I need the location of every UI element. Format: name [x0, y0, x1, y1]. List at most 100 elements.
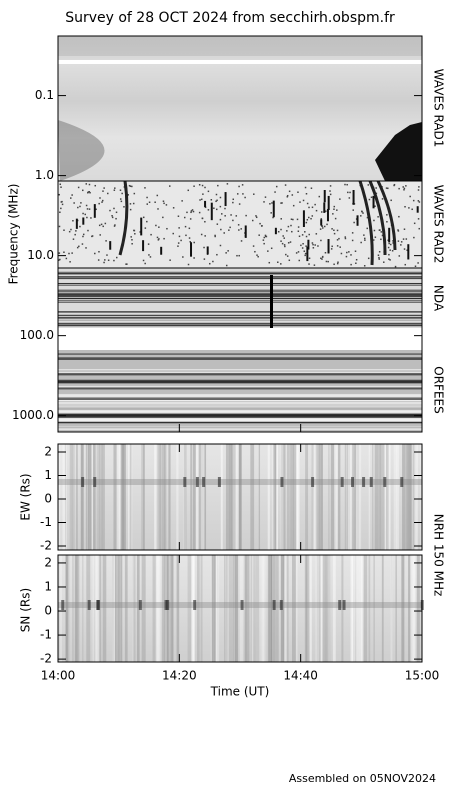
speckle — [199, 199, 201, 201]
nrh-stripe — [260, 555, 264, 662]
y-axis-title: EW (Rs) — [19, 473, 33, 520]
burst-streak — [244, 225, 247, 238]
speckle — [178, 227, 180, 229]
nrh-stripe — [251, 555, 256, 662]
speckle — [146, 196, 148, 199]
nrh-blob — [351, 477, 355, 487]
speckle — [241, 184, 244, 186]
speckle — [397, 229, 399, 231]
speckle — [148, 254, 150, 256]
speckle — [351, 239, 354, 242]
orfees-line — [58, 387, 422, 390]
speckle — [282, 235, 284, 237]
speckle — [323, 225, 326, 228]
speckle — [259, 222, 261, 225]
nrh-stripe — [421, 444, 426, 550]
nrh-stripe — [70, 444, 72, 550]
speckle — [275, 185, 278, 188]
nda-line — [58, 278, 422, 280]
nrh-stripe — [124, 555, 128, 662]
speckle — [105, 240, 107, 242]
speckle — [114, 224, 116, 226]
nrh-stripe — [267, 444, 270, 550]
nrh-blob — [195, 477, 199, 487]
band — [58, 36, 422, 56]
nrh-stripe — [344, 444, 347, 550]
burst-streak — [274, 227, 277, 235]
speckle — [154, 201, 156, 203]
nrh-stripe — [315, 444, 318, 550]
nrh-stripe — [113, 444, 117, 550]
nrh-stripe — [225, 555, 229, 662]
burst-streak — [323, 202, 326, 213]
speckle — [331, 228, 333, 230]
speckle — [338, 237, 340, 240]
speckle — [380, 231, 383, 233]
nrh-stripe — [374, 444, 379, 550]
nrh-stripe — [132, 555, 136, 662]
speckle — [203, 258, 206, 260]
speckle — [299, 201, 301, 203]
speckle — [263, 201, 265, 203]
speckle — [74, 233, 76, 236]
nrh-stripe — [60, 555, 62, 662]
speckle — [126, 263, 128, 265]
speckle — [114, 187, 116, 189]
speckle — [240, 240, 243, 242]
nrh-stripe — [91, 444, 94, 550]
speckle — [348, 251, 350, 253]
nrh-stripe — [238, 444, 242, 550]
nrh-stripe — [275, 555, 279, 662]
speckle — [405, 238, 408, 240]
nrh-stripe — [176, 444, 179, 550]
burst-streak — [302, 210, 305, 227]
nrh-stripe — [232, 444, 236, 550]
speckle — [349, 191, 351, 194]
speckle — [94, 252, 96, 255]
nrh-stripe — [204, 444, 207, 550]
nrh-stripe — [325, 555, 327, 662]
speckle — [366, 227, 368, 230]
nrh-stripe — [226, 555, 228, 662]
burst-drift — [118, 180, 129, 256]
speckle — [295, 252, 298, 254]
speckle — [417, 189, 420, 191]
nda-line — [58, 297, 422, 299]
nrh-stripe — [130, 444, 133, 550]
panel-background — [58, 555, 422, 662]
speckle — [333, 208, 335, 210]
speckle — [400, 244, 402, 246]
nrh-blob — [93, 477, 97, 487]
speckle — [123, 206, 125, 208]
speckle — [336, 209, 338, 211]
speckle — [226, 183, 229, 185]
orfees-line — [58, 379, 422, 383]
speckle — [270, 247, 273, 250]
speckle — [388, 258, 390, 260]
speckle — [286, 230, 288, 232]
nrh-stripe — [200, 444, 205, 550]
nrh-stripe — [251, 555, 254, 662]
speckle — [68, 230, 71, 233]
speckle — [216, 223, 219, 225]
speckle — [169, 185, 171, 187]
nrh-stripe — [141, 555, 145, 662]
nrh-stripe — [286, 444, 290, 550]
nrh-stripe — [357, 444, 360, 550]
speckle — [362, 212, 364, 214]
nda-line — [58, 271, 422, 273]
nrh-stripe — [76, 444, 78, 550]
speckle — [204, 206, 207, 209]
nrh-stripe — [63, 444, 67, 550]
speckle — [298, 259, 301, 262]
speckle — [80, 202, 82, 204]
y-tick-label: -1 — [40, 628, 52, 642]
burst-streak — [272, 200, 275, 218]
speckle — [198, 184, 201, 186]
speckle — [386, 221, 388, 223]
speckle — [344, 237, 347, 240]
nrh-stripe — [412, 555, 415, 662]
nrh-stripe — [311, 444, 315, 550]
speckle — [210, 199, 213, 201]
speckle — [334, 217, 337, 220]
